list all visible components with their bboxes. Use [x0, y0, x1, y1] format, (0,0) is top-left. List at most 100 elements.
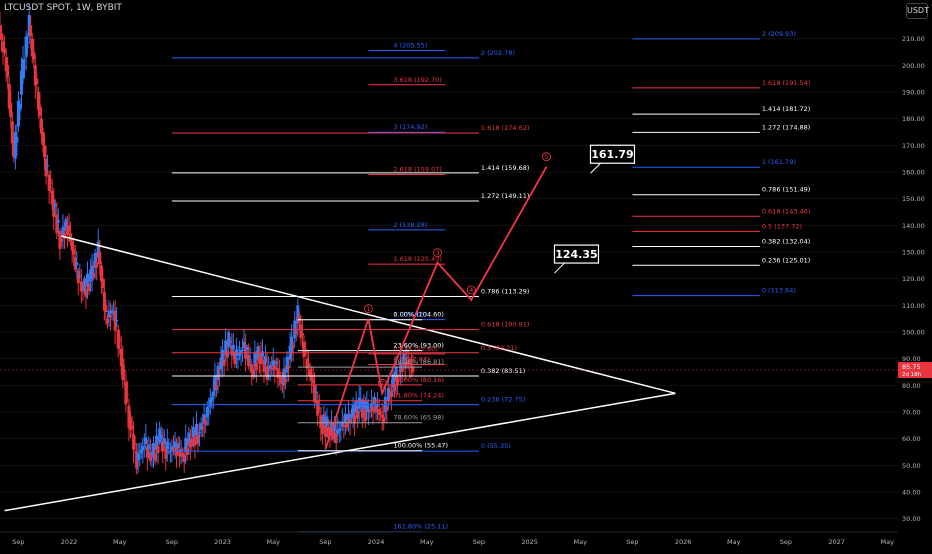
fib-label: 1.414 (159.68) [481, 164, 530, 172]
candle-body [155, 435, 159, 450]
fib-label: 2 (209.93) [762, 30, 796, 38]
candle-body [339, 428, 343, 430]
candle-body [236, 358, 240, 360]
fib-label: 0.382 (83.51) [481, 367, 525, 375]
candle-body [133, 442, 137, 444]
candle-body [219, 357, 223, 370]
candle-body [33, 65, 37, 86]
candle-body [371, 407, 375, 412]
chart-title: LTCUSDT SPOT, 1W, BYBIT [4, 3, 122, 13]
candle-body [284, 378, 288, 383]
fib-label: 23.60% (93.00) [393, 342, 444, 350]
candle-body [405, 357, 409, 359]
fib-label: 0.786 (113.29) [481, 288, 530, 296]
fib-label: 2 (138.28) [393, 221, 427, 229]
candle-body [98, 252, 102, 265]
candle-body [334, 432, 338, 444]
candle-body [43, 145, 47, 158]
candle-body [182, 454, 186, 463]
candle-body [90, 265, 94, 279]
candle-body [350, 414, 354, 419]
candle-body [78, 275, 82, 277]
target-pointer [590, 162, 601, 174]
candle-body [53, 204, 57, 207]
candle-body [400, 368, 404, 373]
x-tick-label: Sep [626, 538, 638, 546]
candle-body [357, 397, 361, 409]
candle-body [363, 409, 367, 422]
candle-body [116, 329, 120, 349]
candle-body [276, 368, 280, 378]
candle-body [13, 132, 17, 159]
candle-body [138, 455, 142, 457]
wave-label-circle [433, 248, 442, 258]
y-tick-label: 70.00 [902, 409, 921, 417]
candle-body [257, 356, 261, 363]
candle-body [406, 360, 410, 365]
candle-body [167, 451, 171, 453]
candle-body [27, 14, 31, 36]
x-tick-label: 2025 [521, 538, 538, 546]
candle-body [271, 360, 275, 367]
candle-body [26, 46, 30, 48]
y-tick-label: 90.00 [902, 355, 921, 363]
candle-body [356, 410, 360, 419]
target-pointer [554, 262, 565, 274]
wave-label-circle [542, 152, 551, 162]
fib-label: 1.618 (191.54) [762, 79, 811, 87]
candle-body [242, 341, 246, 348]
candle-body [228, 340, 232, 343]
y-tick-label: 160.00 [902, 169, 925, 177]
fib-label: 0.786 (151.49) [762, 186, 811, 194]
candle-body [279, 376, 283, 384]
candle-body [397, 374, 401, 376]
x-tick-label: May [881, 538, 895, 546]
candle-body [15, 136, 19, 143]
candle-body [247, 354, 251, 367]
candle-body [32, 52, 36, 60]
unit-selector[interactable]: USDT [906, 3, 929, 19]
candle-body [291, 345, 295, 349]
candle-body [237, 352, 241, 356]
candle-body [316, 400, 320, 416]
candle-body [305, 358, 309, 369]
x-tick-label: Sep [166, 538, 178, 546]
candle-body [18, 103, 22, 111]
candle-body [150, 452, 154, 455]
candle-body [135, 451, 139, 469]
candle-body [333, 423, 337, 432]
triangle-upper [61, 235, 676, 395]
candle-body [81, 286, 85, 289]
candle-body [311, 380, 315, 384]
candle-body [191, 427, 195, 438]
candle-body [227, 332, 231, 347]
candle-body [188, 441, 192, 448]
candle-body [170, 446, 174, 450]
candle-body [241, 350, 245, 352]
candle-body [119, 349, 123, 367]
fib-label: 1.618 (174.62) [481, 124, 530, 132]
candle-body [282, 368, 286, 386]
fib-label: 0.236 (125.01) [762, 256, 811, 264]
fib-label: 3.618 (192.70) [393, 76, 442, 84]
candle-body [142, 446, 146, 448]
candle-body [343, 413, 347, 423]
x-tick-label: 2026 [675, 538, 692, 546]
candle-body [345, 421, 349, 428]
candle-body [29, 25, 33, 36]
candle-body [389, 390, 393, 398]
candle-body [325, 416, 329, 426]
candle-body [264, 356, 268, 363]
candle-body [144, 437, 148, 444]
target-box [589, 144, 636, 164]
candle-body [244, 345, 248, 359]
y-tick-label: 180.00 [902, 115, 925, 123]
candle-body [19, 70, 23, 95]
candle-body [38, 105, 42, 116]
candle-body [201, 426, 205, 429]
candle-body [268, 365, 272, 369]
candle-body [273, 365, 277, 371]
candle-body [171, 448, 175, 452]
candle-body [125, 393, 129, 395]
candle-body [225, 351, 229, 358]
